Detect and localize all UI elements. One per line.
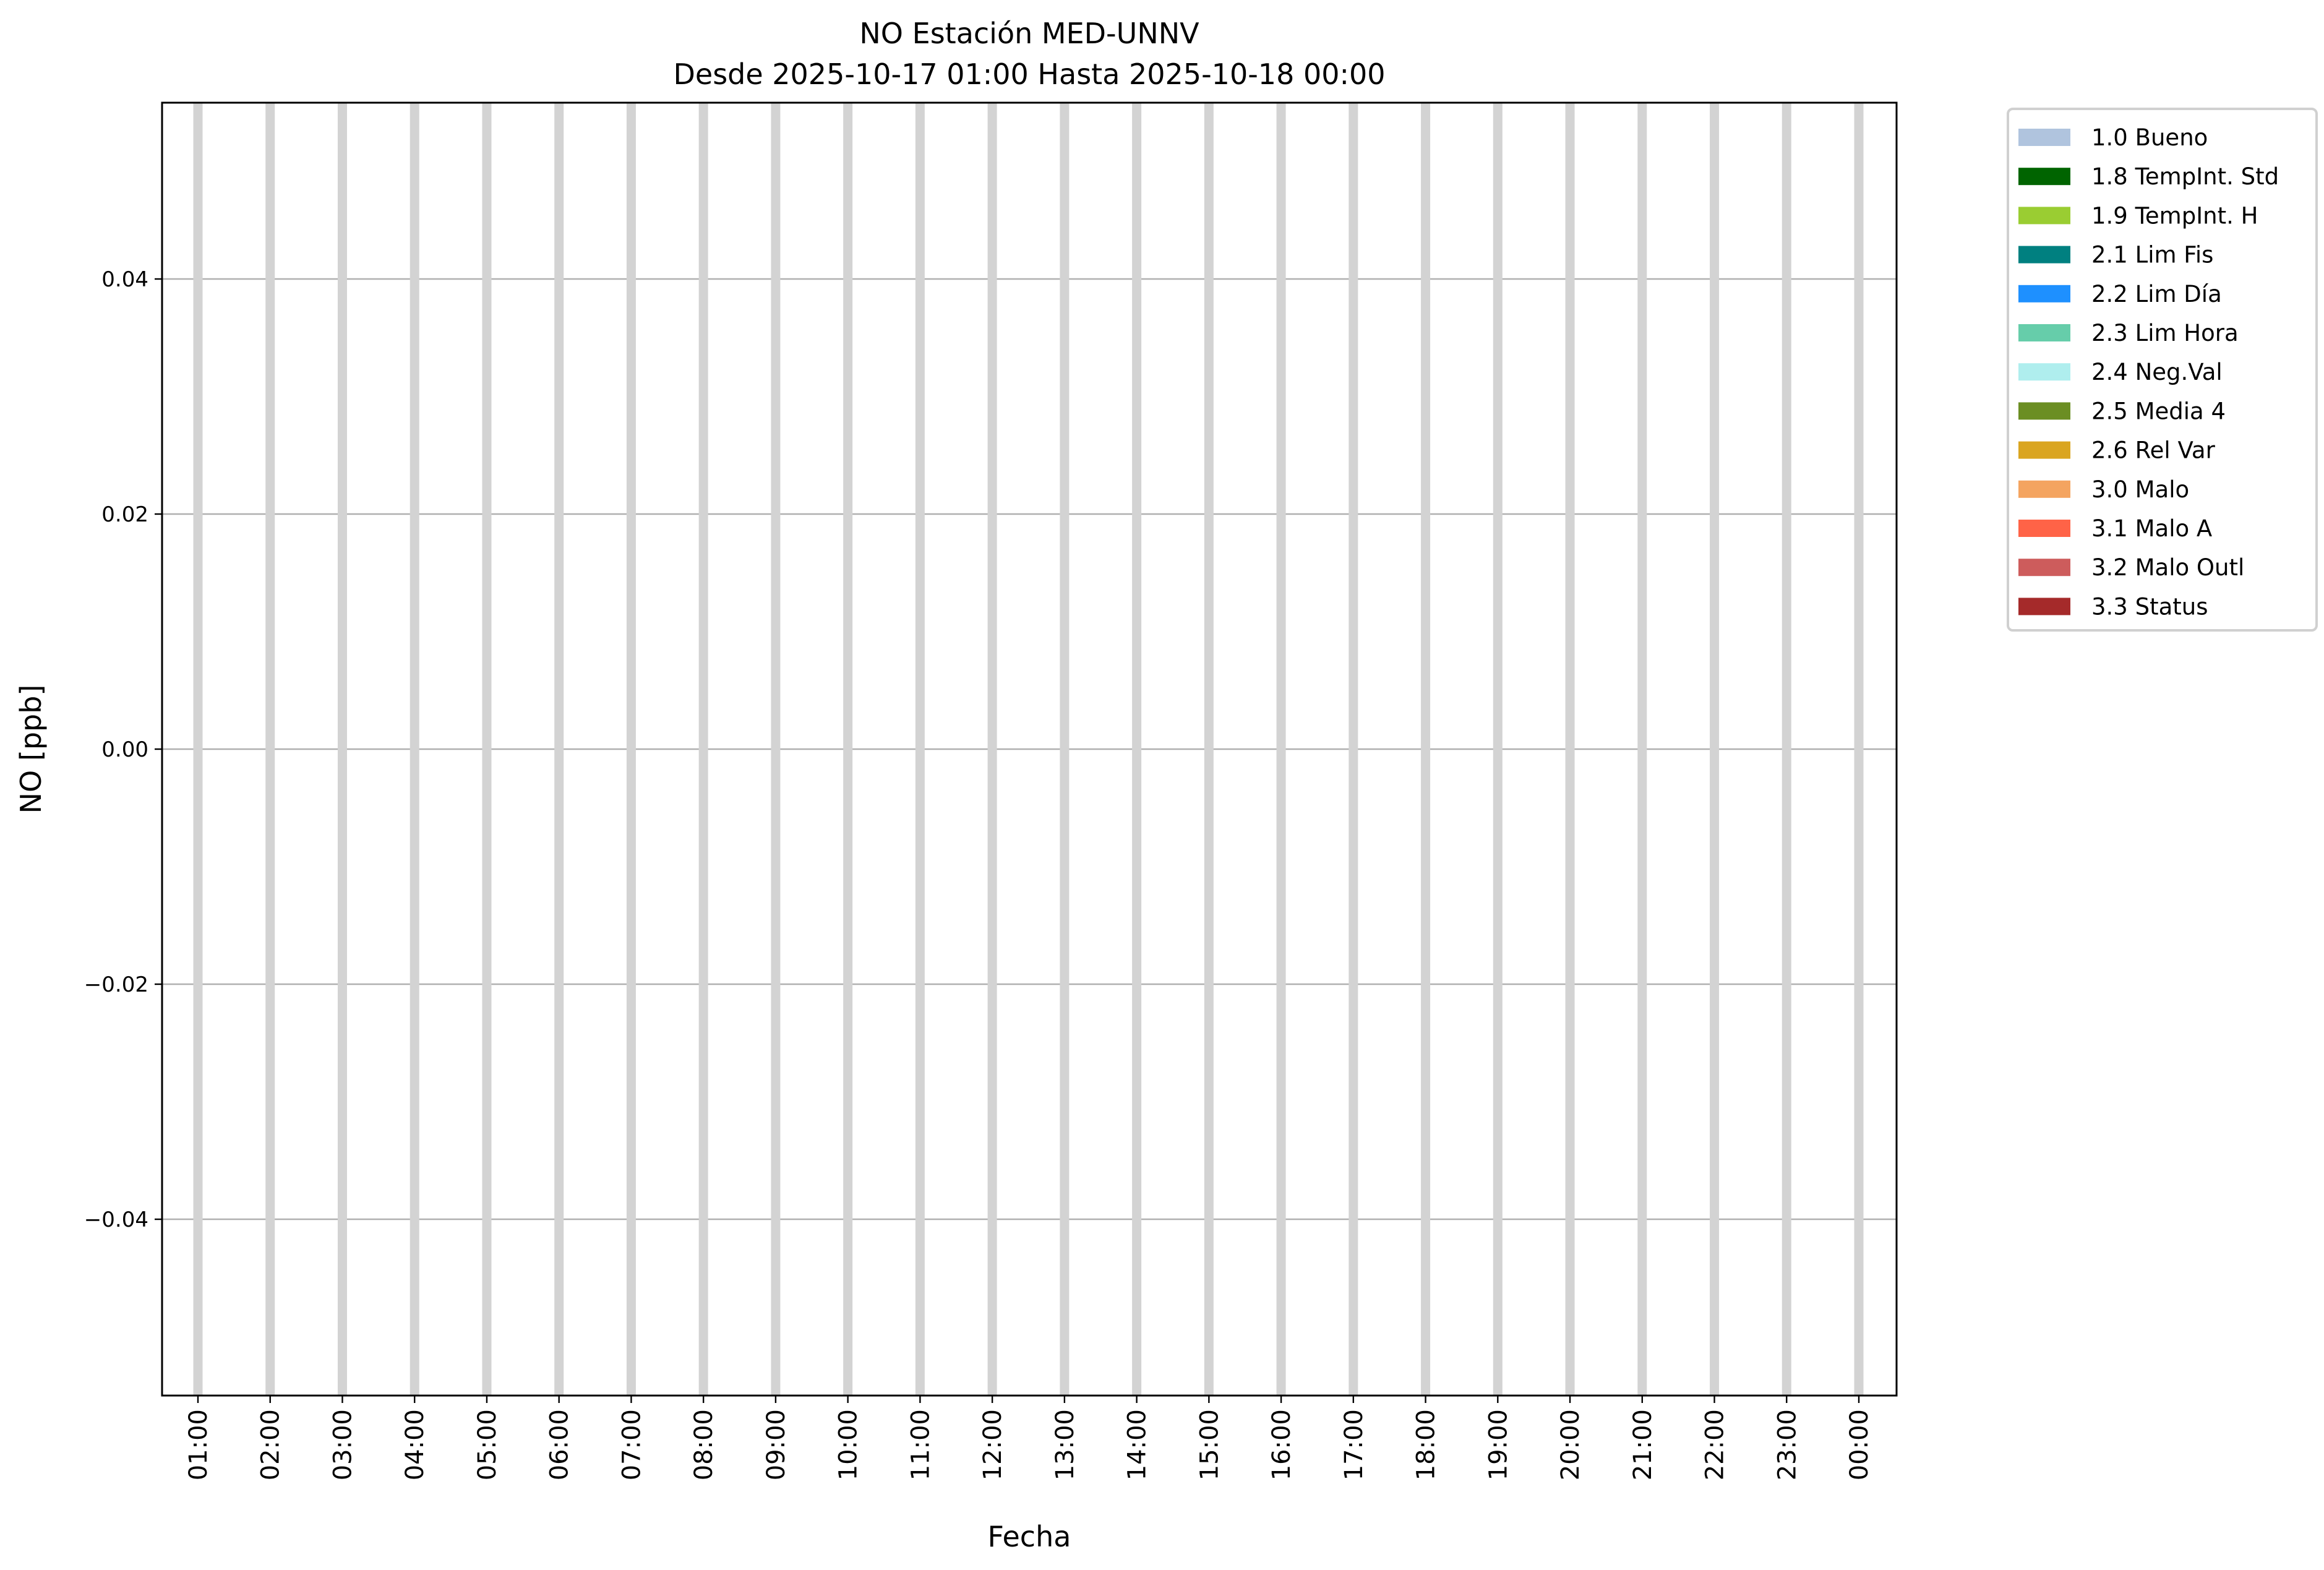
no-data-bands	[193, 103, 1864, 1396]
legend-label: 2.1 Lim Fis	[2091, 242, 2213, 268]
legend-swatch	[2018, 207, 2070, 225]
x-tick-label: 07:00	[617, 1409, 646, 1480]
x-axis-label: Fecha	[988, 1520, 1071, 1553]
x-tick-label: 20:00	[1556, 1409, 1585, 1480]
legend-swatch	[2018, 598, 2070, 616]
legend: 1.0 Bueno 1.8 TempInt. Std 1.9 TempInt. H 2…	[2007, 108, 2318, 632]
y-tick-label: 0.04	[101, 267, 148, 292]
x-tick-label: 05:00	[473, 1409, 502, 1480]
no-data-band	[1565, 103, 1575, 1396]
legend-swatch	[2018, 559, 2070, 577]
x-tick-label: 19:00	[1484, 1409, 1512, 1480]
legend-label: 1.8 TempInt. Std	[2091, 163, 2279, 190]
chart-title: NO Estación MED-UNNV	[859, 17, 1199, 50]
x-tick-label: 21:00	[1629, 1409, 1657, 1480]
legend-label: 3.1 Malo A	[2091, 515, 2212, 542]
no-data-band	[987, 103, 997, 1396]
legend-label: 2.3 Lim Hora	[2091, 320, 2239, 346]
x-tick-label: 18:00	[1412, 1409, 1441, 1480]
x-tick-label: 12:00	[979, 1409, 1007, 1480]
x-tick-label: 09:00	[762, 1409, 791, 1480]
legend-swatch	[2018, 402, 2070, 420]
legend-swatch	[2018, 285, 2070, 302]
legend-label: 3.0 Malo	[2091, 476, 2189, 503]
no-data-band	[698, 103, 708, 1396]
legend-swatch	[2018, 246, 2070, 264]
legend-swatch	[2018, 520, 2070, 537]
legend-label: 1.0 Bueno	[2091, 124, 2208, 151]
x-tick-label: 17:00	[1340, 1409, 1368, 1480]
no-data-band	[626, 103, 636, 1396]
x-tick-label: 15:00	[1195, 1409, 1224, 1480]
no-data-band	[554, 103, 564, 1396]
legend-swatch	[2018, 168, 2070, 186]
x-axis: 01:00 02:00 03:00 04:00 05:00 06:00 07:00 08:00…	[184, 1396, 1874, 1480]
legend-swatch	[2018, 363, 2070, 381]
legend-label: 2.6 Rel Var	[2091, 437, 2216, 464]
no-data-band	[482, 103, 492, 1396]
y-tick-label: −0.02	[84, 972, 148, 997]
no-data-band	[1421, 103, 1431, 1396]
x-tick-label: 02:00	[257, 1409, 285, 1480]
no-data-band	[1637, 103, 1647, 1396]
y-tick-label: 0.02	[101, 502, 148, 527]
x-tick-label: 00:00	[1845, 1409, 1874, 1480]
no-data-band	[1204, 103, 1214, 1396]
no-data-band	[1132, 103, 1142, 1396]
x-tick-label: 08:00	[690, 1409, 718, 1480]
x-tick-label: 01:00	[184, 1409, 213, 1480]
legend-swatch	[2018, 441, 2070, 459]
x-tick-label: 10:00	[834, 1409, 863, 1480]
chart-subtitle: Desde 2025-10-17 01:00 Hasta 2025-10-18 …	[673, 58, 1385, 91]
legend-label: 3.3 Status	[2091, 593, 2208, 620]
x-tick-label: 14:00	[1123, 1409, 1152, 1480]
y-tick-label: 0.00	[101, 737, 148, 762]
no-data-band	[1782, 103, 1791, 1396]
legend-swatch	[2018, 480, 2070, 498]
no-data-band	[1349, 103, 1358, 1396]
no-data-band	[265, 103, 275, 1396]
no-data-band	[915, 103, 925, 1396]
legend-label: 2.4 Neg.Val	[2091, 359, 2223, 385]
legend-frame	[2007, 108, 2318, 632]
no-data-band	[409, 103, 419, 1396]
grid	[162, 103, 1897, 1396]
no-data-band	[1493, 103, 1503, 1396]
no-data-band	[1060, 103, 1070, 1396]
no-data-band	[843, 103, 853, 1396]
x-tick-label: 11:00	[906, 1409, 935, 1480]
y-axis: 0.04 0.02 0.00 −0.02 −0.04	[84, 267, 162, 1232]
legend-swatch	[2018, 324, 2070, 341]
no-data-band	[1854, 103, 1864, 1396]
x-tick-label: 06:00	[546, 1409, 574, 1480]
y-axis-label: NO [ppb]	[14, 685, 48, 814]
legend-label: 1.9 TempInt. H	[2091, 202, 2258, 229]
legend-label: 2.5 Media 4	[2091, 398, 2226, 424]
x-tick-label: 13:00	[1051, 1409, 1079, 1480]
no-data-band	[771, 103, 781, 1396]
no-data-band	[1276, 103, 1286, 1396]
no-data-band	[337, 103, 347, 1396]
x-tick-label: 04:00	[401, 1409, 429, 1480]
x-tick-label: 23:00	[1773, 1409, 1801, 1480]
x-tick-label: 03:00	[328, 1409, 357, 1480]
legend-label: 2.2 Lim Día	[2091, 281, 2222, 307]
legend-label: 3.2 Malo Outl	[2091, 554, 2244, 581]
legend-swatch	[2018, 129, 2070, 146]
x-tick-label: 22:00	[1701, 1409, 1730, 1480]
no-data-band	[193, 103, 203, 1396]
x-tick-label: 16:00	[1267, 1409, 1296, 1480]
no-data-band	[1710, 103, 1720, 1396]
y-tick-label: −0.04	[84, 1208, 148, 1232]
